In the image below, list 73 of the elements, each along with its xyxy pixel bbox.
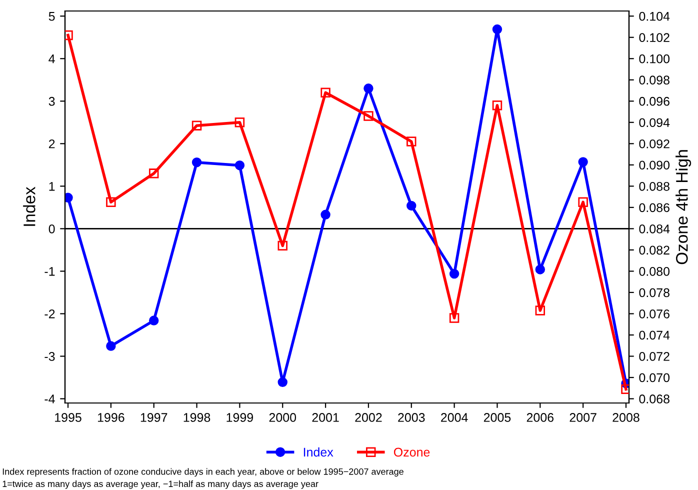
- x-tick-label: 2008: [612, 413, 640, 422]
- x-tick-label: 2004: [441, 413, 468, 422]
- x-tick-label: 2007: [570, 413, 596, 422]
- point: [406, 200, 416, 211]
- x-tick-label: 1995: [55, 413, 82, 422]
- y-axis-title: Index: [23, 186, 36, 226]
- y2-tick-label: 0.094: [639, 118, 670, 128]
- point: [578, 197, 588, 207]
- point: [320, 88, 330, 98]
- text: Index represents fraction of ozone conducive days in each year, above or below 1995−2007 average: [2, 468, 404, 477]
- y2-tick-label: 0.102: [639, 33, 670, 42]
- y2-tick-label: 0.068: [639, 394, 670, 404]
- y-tick-label: -4: [44, 394, 55, 404]
- y2-tick-label: 0.074: [639, 330, 670, 340]
- y-tick-label: 0: [48, 224, 55, 234]
- point: [535, 264, 546, 274]
- y2-axis-title: Ozone 4th High: [676, 150, 692, 264]
- x-tick-label: 1997: [140, 413, 168, 422]
- legend-label: Index: [304, 447, 334, 457]
- y2-tick-label: 0.086: [639, 203, 670, 212]
- point: [148, 168, 159, 178]
- x-tick-label: 1999: [226, 413, 254, 422]
- x-tick-label: 2005: [484, 413, 511, 422]
- point: [192, 120, 202, 130]
- point: [106, 197, 116, 207]
- y-tick-label: -1: [44, 267, 55, 276]
- x-tick-label: 2000: [269, 413, 296, 422]
- y-tick-label: 1: [49, 182, 55, 191]
- point: [320, 210, 330, 220]
- y2-tick-label: 0.084: [639, 224, 670, 234]
- y-tick-label: 2: [48, 139, 55, 148]
- point: [106, 341, 116, 351]
- text: 1=twice as many days as average year, −1=half as many days as average year: [2, 480, 318, 489]
- point: [278, 240, 288, 251]
- point: [364, 111, 374, 121]
- point: [148, 316, 159, 326]
- point: [535, 306, 546, 316]
- y-tick-label: -3: [44, 352, 55, 361]
- point: [492, 24, 502, 34]
- y2-tick-label: 0.088: [639, 182, 670, 191]
- y2-tick-label: 0.090: [639, 160, 670, 170]
- y2-tick-label: 0.076: [639, 310, 670, 318]
- point: [449, 313, 460, 323]
- point: [278, 377, 288, 388]
- x-tick-label: 2006: [526, 413, 554, 422]
- point: [364, 84, 374, 94]
- x-tick-label: 2003: [398, 413, 425, 422]
- y2-tick-label: 0.080: [639, 267, 670, 276]
- y2-tick-label: 0.092: [639, 139, 670, 148]
- point: [578, 157, 588, 167]
- x-tick-label: 1996: [98, 413, 124, 422]
- x-tick-label: 2001: [312, 413, 339, 422]
- y2-tick-label: 0.104: [639, 12, 670, 21]
- y-tick-label: -2: [44, 310, 55, 318]
- point: [192, 157, 202, 168]
- y2-tick-label: 0.082: [639, 246, 670, 255]
- y-tick-label: 4: [48, 54, 55, 64]
- point: [449, 268, 460, 279]
- point: [234, 160, 245, 170]
- point: [406, 136, 416, 146]
- point: [492, 100, 502, 110]
- y2-tick-label: 0.100: [639, 54, 670, 64]
- y2-tick-label: 0.078: [639, 288, 670, 298]
- x-tick-label: 2002: [355, 413, 382, 422]
- legend-label: Ozone: [394, 448, 430, 457]
- point: [234, 118, 245, 128]
- y2-tick-label: 0.098: [639, 76, 670, 85]
- y-tick-label: 5: [48, 12, 55, 21]
- y2-tick-label: 0.096: [639, 96, 670, 106]
- y-tick-label: 3: [48, 96, 55, 106]
- y2-tick-label: 0.070: [639, 373, 670, 382]
- y2-tick-label: 0.072: [639, 352, 670, 361]
- x-tick-label: 1998: [184, 413, 210, 422]
